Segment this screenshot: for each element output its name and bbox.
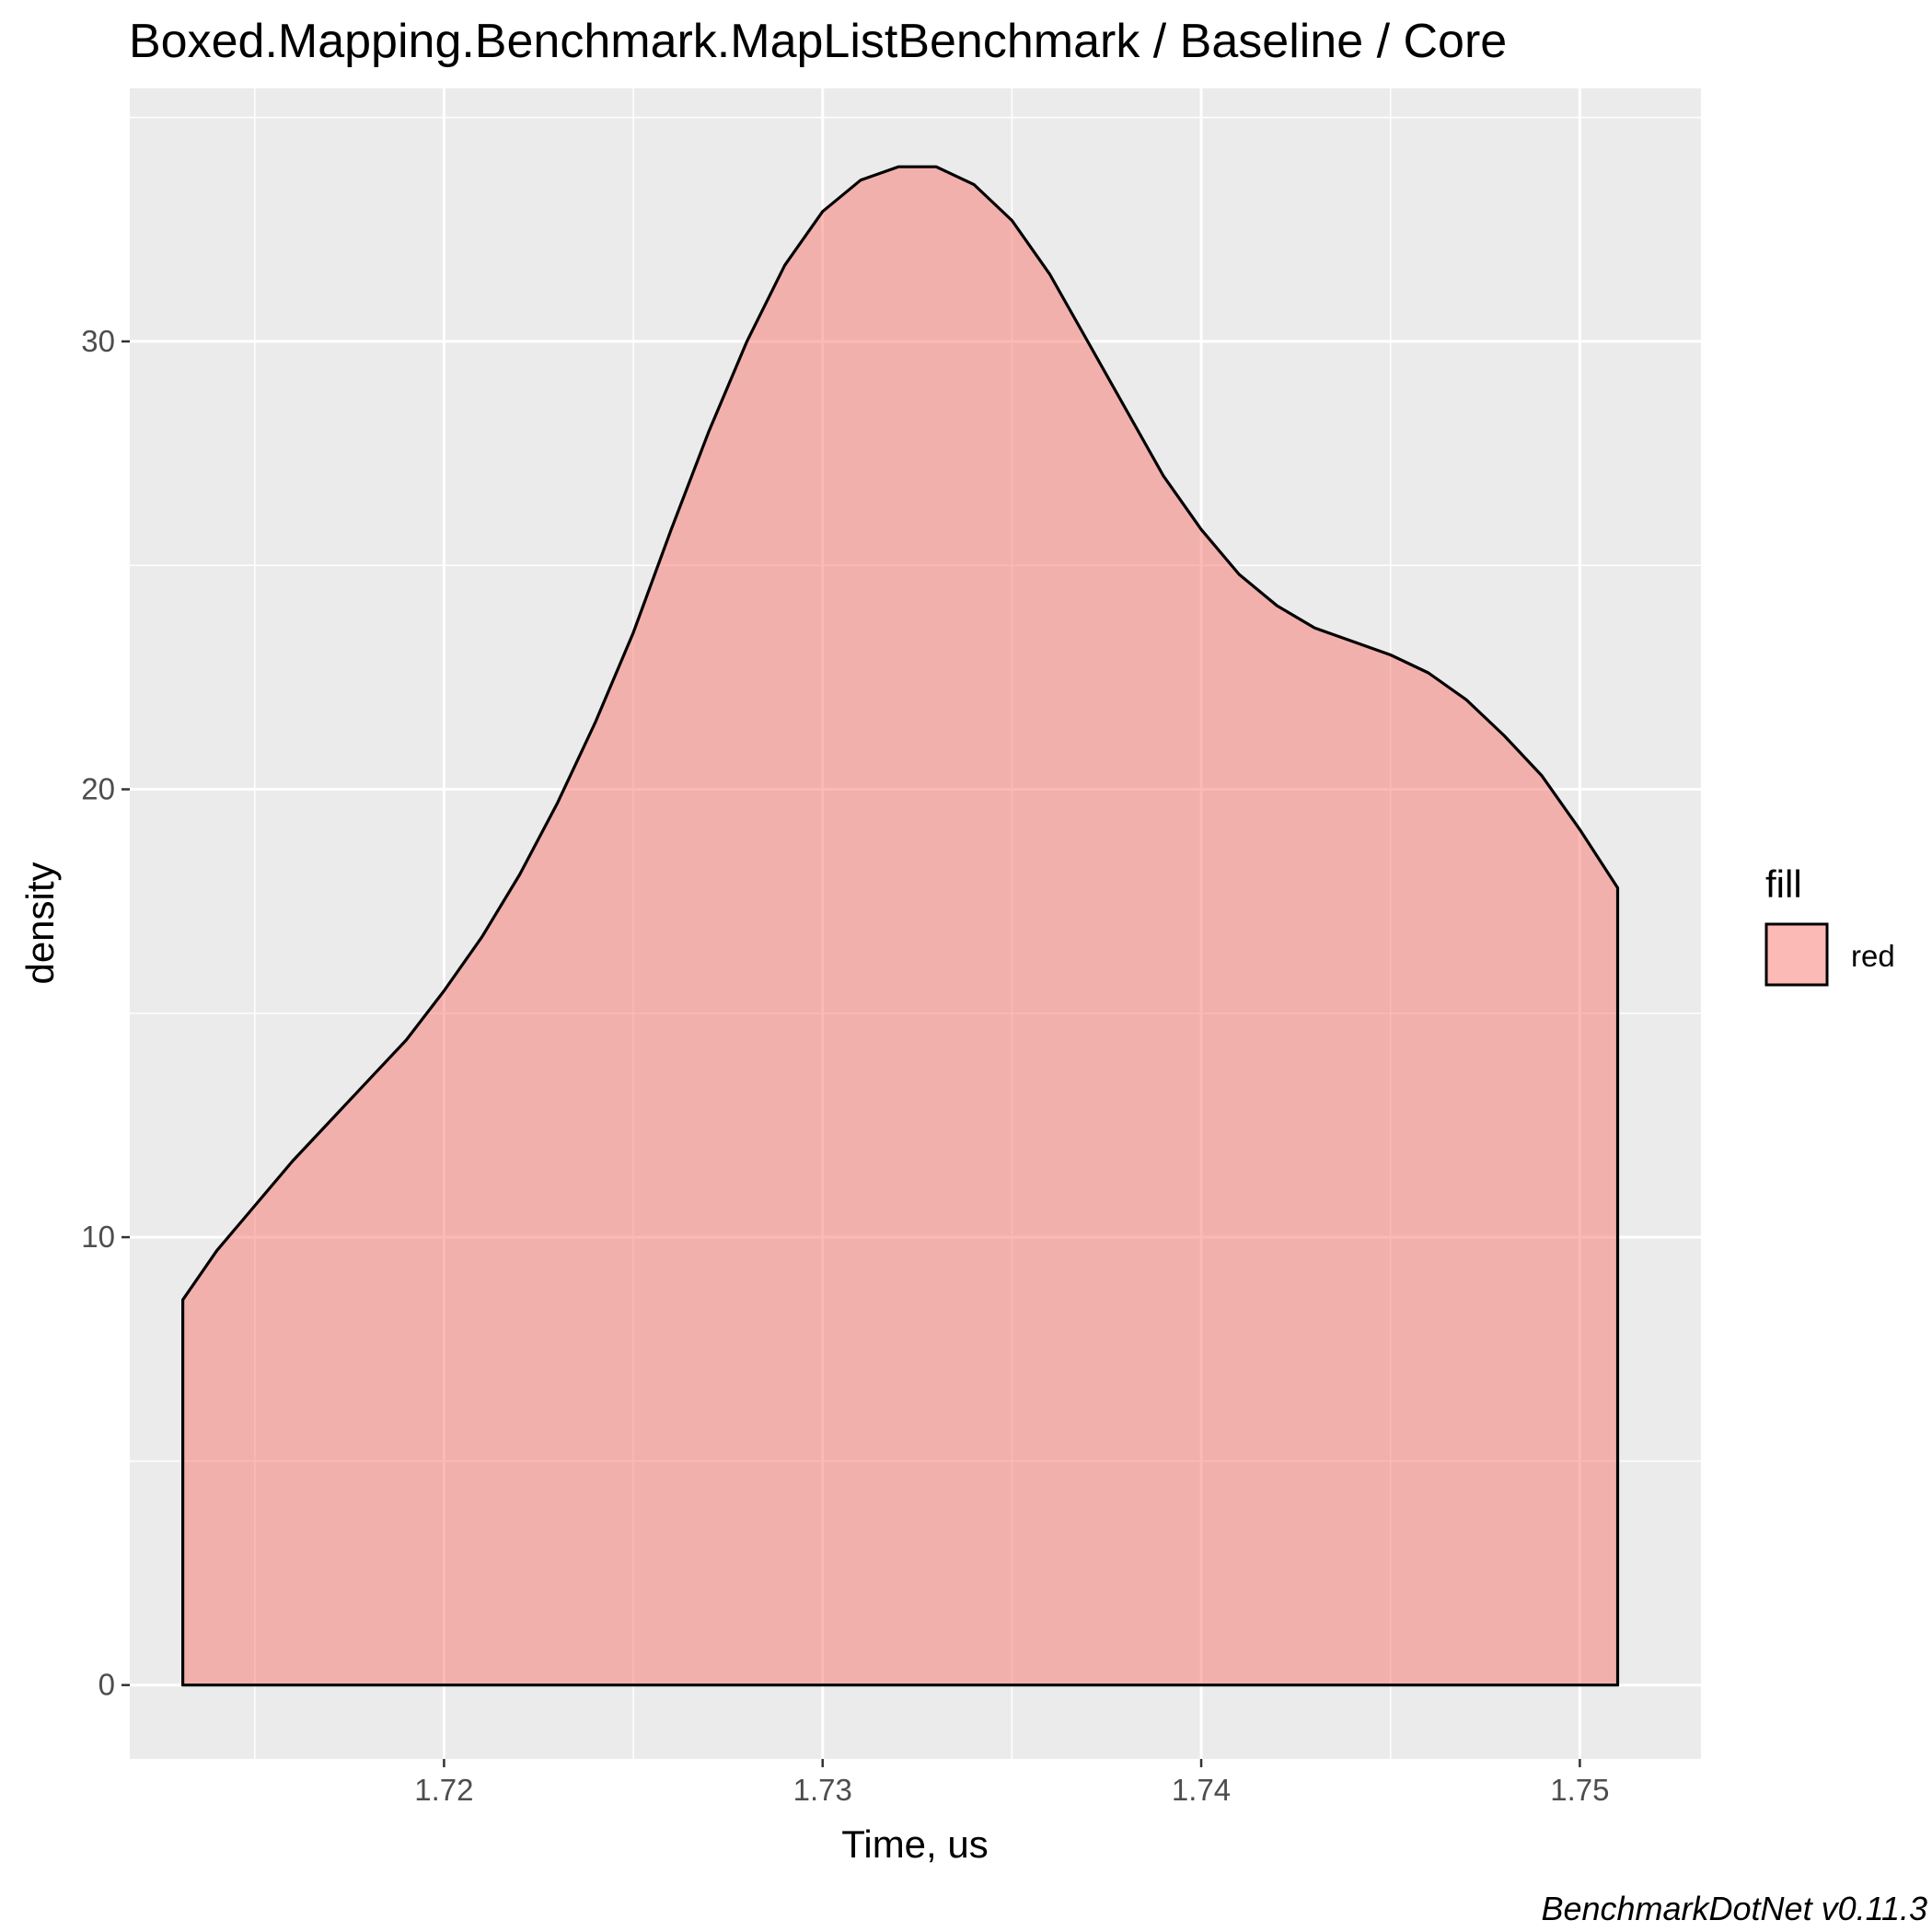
x-tick-label: 1.73	[793, 1773, 852, 1807]
x-axis: 1.72 1.73 1.74 1.75	[414, 1759, 1609, 1807]
y-axis: 0 10 20 30	[81, 324, 130, 1702]
chart-title: Boxed.Mapping.Benchmark.MapListBenchmark…	[129, 15, 1507, 68]
x-tick-label: 1.74	[1172, 1773, 1231, 1807]
y-tick-label: 10	[81, 1220, 115, 1254]
x-tick-label: 1.72	[414, 1773, 473, 1807]
density-area-red	[181, 165, 1620, 1687]
y-tick-label: 20	[81, 772, 115, 806]
legend: fill red	[1764, 862, 1895, 987]
series-layer	[181, 165, 1620, 1687]
caption: BenchmarkDotNet v0.11.3	[1541, 1890, 1927, 1927]
y-axis-title: density	[18, 862, 62, 984]
legend-label-red: red	[1851, 939, 1895, 973]
legend-key-red	[1764, 922, 1829, 987]
x-tick-label: 1.75	[1550, 1773, 1609, 1807]
y-tick-label: 0	[98, 1668, 115, 1702]
y-tick-label: 30	[81, 324, 115, 358]
legend-title: fill	[1765, 862, 1802, 906]
x-axis-title: Time, us	[841, 1822, 988, 1866]
